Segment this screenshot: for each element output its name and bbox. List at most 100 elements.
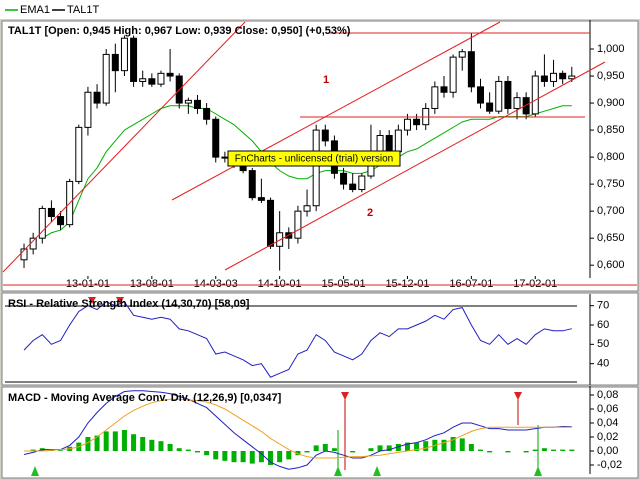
y-tick-label: 0,600 bbox=[597, 259, 625, 271]
y-tick-label: 1,000 bbox=[597, 43, 625, 55]
histogram-bar bbox=[532, 449, 538, 451]
histogram-bar bbox=[551, 449, 557, 451]
histogram-bar bbox=[149, 439, 155, 451]
y-tick-label: 50 bbox=[597, 338, 609, 350]
macd-line bbox=[24, 398, 572, 459]
y-tick-label: 0,750 bbox=[597, 178, 625, 190]
histogram-bar bbox=[167, 444, 173, 451]
x-tick-label: 15-05-01 bbox=[322, 278, 366, 290]
histogram-bar bbox=[268, 451, 274, 465]
candle-body bbox=[102, 53, 110, 104]
candle-body bbox=[148, 78, 156, 85]
y-tick-label: -0,02 bbox=[597, 459, 622, 471]
candle-body bbox=[312, 129, 320, 207]
y-tick-label: 0,650 bbox=[597, 232, 625, 244]
histogram-bar bbox=[240, 451, 246, 463]
rsi-panel bbox=[1, 292, 639, 386]
trend-line bbox=[2, 21, 246, 273]
buy-signal bbox=[334, 466, 342, 476]
histogram-bar bbox=[377, 445, 383, 451]
signal-markers bbox=[31, 297, 542, 476]
sell-signal bbox=[341, 392, 349, 400]
y-tick-label: 0,06 bbox=[597, 403, 618, 415]
candle-body bbox=[248, 170, 256, 199]
candle-body bbox=[531, 75, 539, 115]
y-tick-label: 0,08 bbox=[597, 389, 618, 401]
candle-body bbox=[20, 248, 28, 261]
y-tick-label: 0,700 bbox=[597, 205, 625, 217]
candle-body bbox=[394, 129, 402, 153]
histogram-bar bbox=[423, 441, 429, 451]
histogram-bar bbox=[404, 442, 410, 451]
candle-body bbox=[294, 210, 302, 239]
candle-body bbox=[349, 183, 357, 191]
candle-body bbox=[467, 51, 475, 88]
histogram-bar bbox=[450, 437, 456, 451]
chart-title: TAL1T [Open: 0,945 High: 0,967 Low: 0,93… bbox=[8, 25, 351, 37]
y-tick-label: 0,00 bbox=[597, 445, 618, 457]
histogram-bar bbox=[304, 451, 310, 453]
y-tick-label: 0,950 bbox=[597, 70, 625, 82]
histogram-bar bbox=[313, 445, 319, 451]
buy-signal bbox=[373, 466, 381, 476]
histogram-bar bbox=[176, 448, 182, 451]
sell-signal bbox=[88, 297, 96, 304]
histogram-bar bbox=[368, 448, 374, 451]
histogram-bar bbox=[395, 444, 401, 451]
x-tick-label: 13-01-01 bbox=[66, 278, 110, 290]
candle-body bbox=[84, 91, 92, 128]
candle-body bbox=[504, 80, 512, 109]
histogram-bar bbox=[541, 448, 547, 451]
histogram-bar bbox=[414, 442, 420, 451]
candle-body bbox=[486, 102, 494, 112]
candle-body bbox=[203, 107, 211, 120]
histogram-bar bbox=[204, 451, 210, 456]
candle-body bbox=[559, 72, 567, 80]
legend-bar bbox=[0, 0, 640, 19]
candle-body bbox=[120, 37, 128, 72]
macd-line bbox=[23, 390, 572, 470]
histogram-bar bbox=[213, 451, 219, 460]
rsi-line bbox=[23, 301, 572, 378]
histogram-bar bbox=[322, 444, 328, 451]
buy-signal bbox=[534, 466, 542, 476]
candle-body bbox=[212, 118, 220, 158]
histogram-bar bbox=[295, 451, 301, 456]
y-tick-label: 70 bbox=[597, 300, 609, 312]
candle-body bbox=[303, 205, 311, 212]
y-tick-label: 0,02 bbox=[597, 431, 618, 443]
legend-label: TAL1T bbox=[67, 4, 99, 16]
histogram-bar bbox=[58, 450, 64, 451]
sell-signal bbox=[514, 392, 522, 400]
candle-body bbox=[513, 97, 521, 109]
trial-banner bbox=[227, 150, 401, 167]
histogram-bar bbox=[121, 430, 127, 451]
histogram-bar bbox=[350, 451, 356, 453]
candle-body bbox=[267, 199, 275, 247]
ema-line bbox=[42, 105, 572, 239]
y-tick-label: 0,900 bbox=[597, 97, 625, 109]
histogram-bar bbox=[277, 451, 283, 463]
histogram-bar bbox=[140, 437, 146, 451]
histogram-bar bbox=[523, 451, 529, 453]
candle-body bbox=[321, 129, 329, 142]
candle-body bbox=[449, 56, 457, 93]
candle-body bbox=[139, 78, 147, 82]
histogram-bar bbox=[231, 451, 237, 463]
candle-body bbox=[440, 86, 448, 93]
histogram-bar bbox=[386, 445, 392, 451]
histogram-bar bbox=[331, 448, 337, 451]
histogram-bar bbox=[103, 431, 109, 451]
x-tick-label: 15-12-01 bbox=[385, 278, 429, 290]
candle-body bbox=[111, 53, 119, 72]
y-tick-label: 0,800 bbox=[597, 151, 625, 163]
candle-body bbox=[522, 97, 530, 115]
candle-body bbox=[340, 172, 348, 185]
histogram-bar bbox=[459, 438, 465, 451]
sell-signal bbox=[116, 297, 124, 304]
trend-line bbox=[171, 21, 501, 201]
x-tick-label: 16-07-01 bbox=[449, 278, 493, 290]
candle-body bbox=[193, 99, 201, 109]
histogram-bar bbox=[131, 434, 137, 451]
